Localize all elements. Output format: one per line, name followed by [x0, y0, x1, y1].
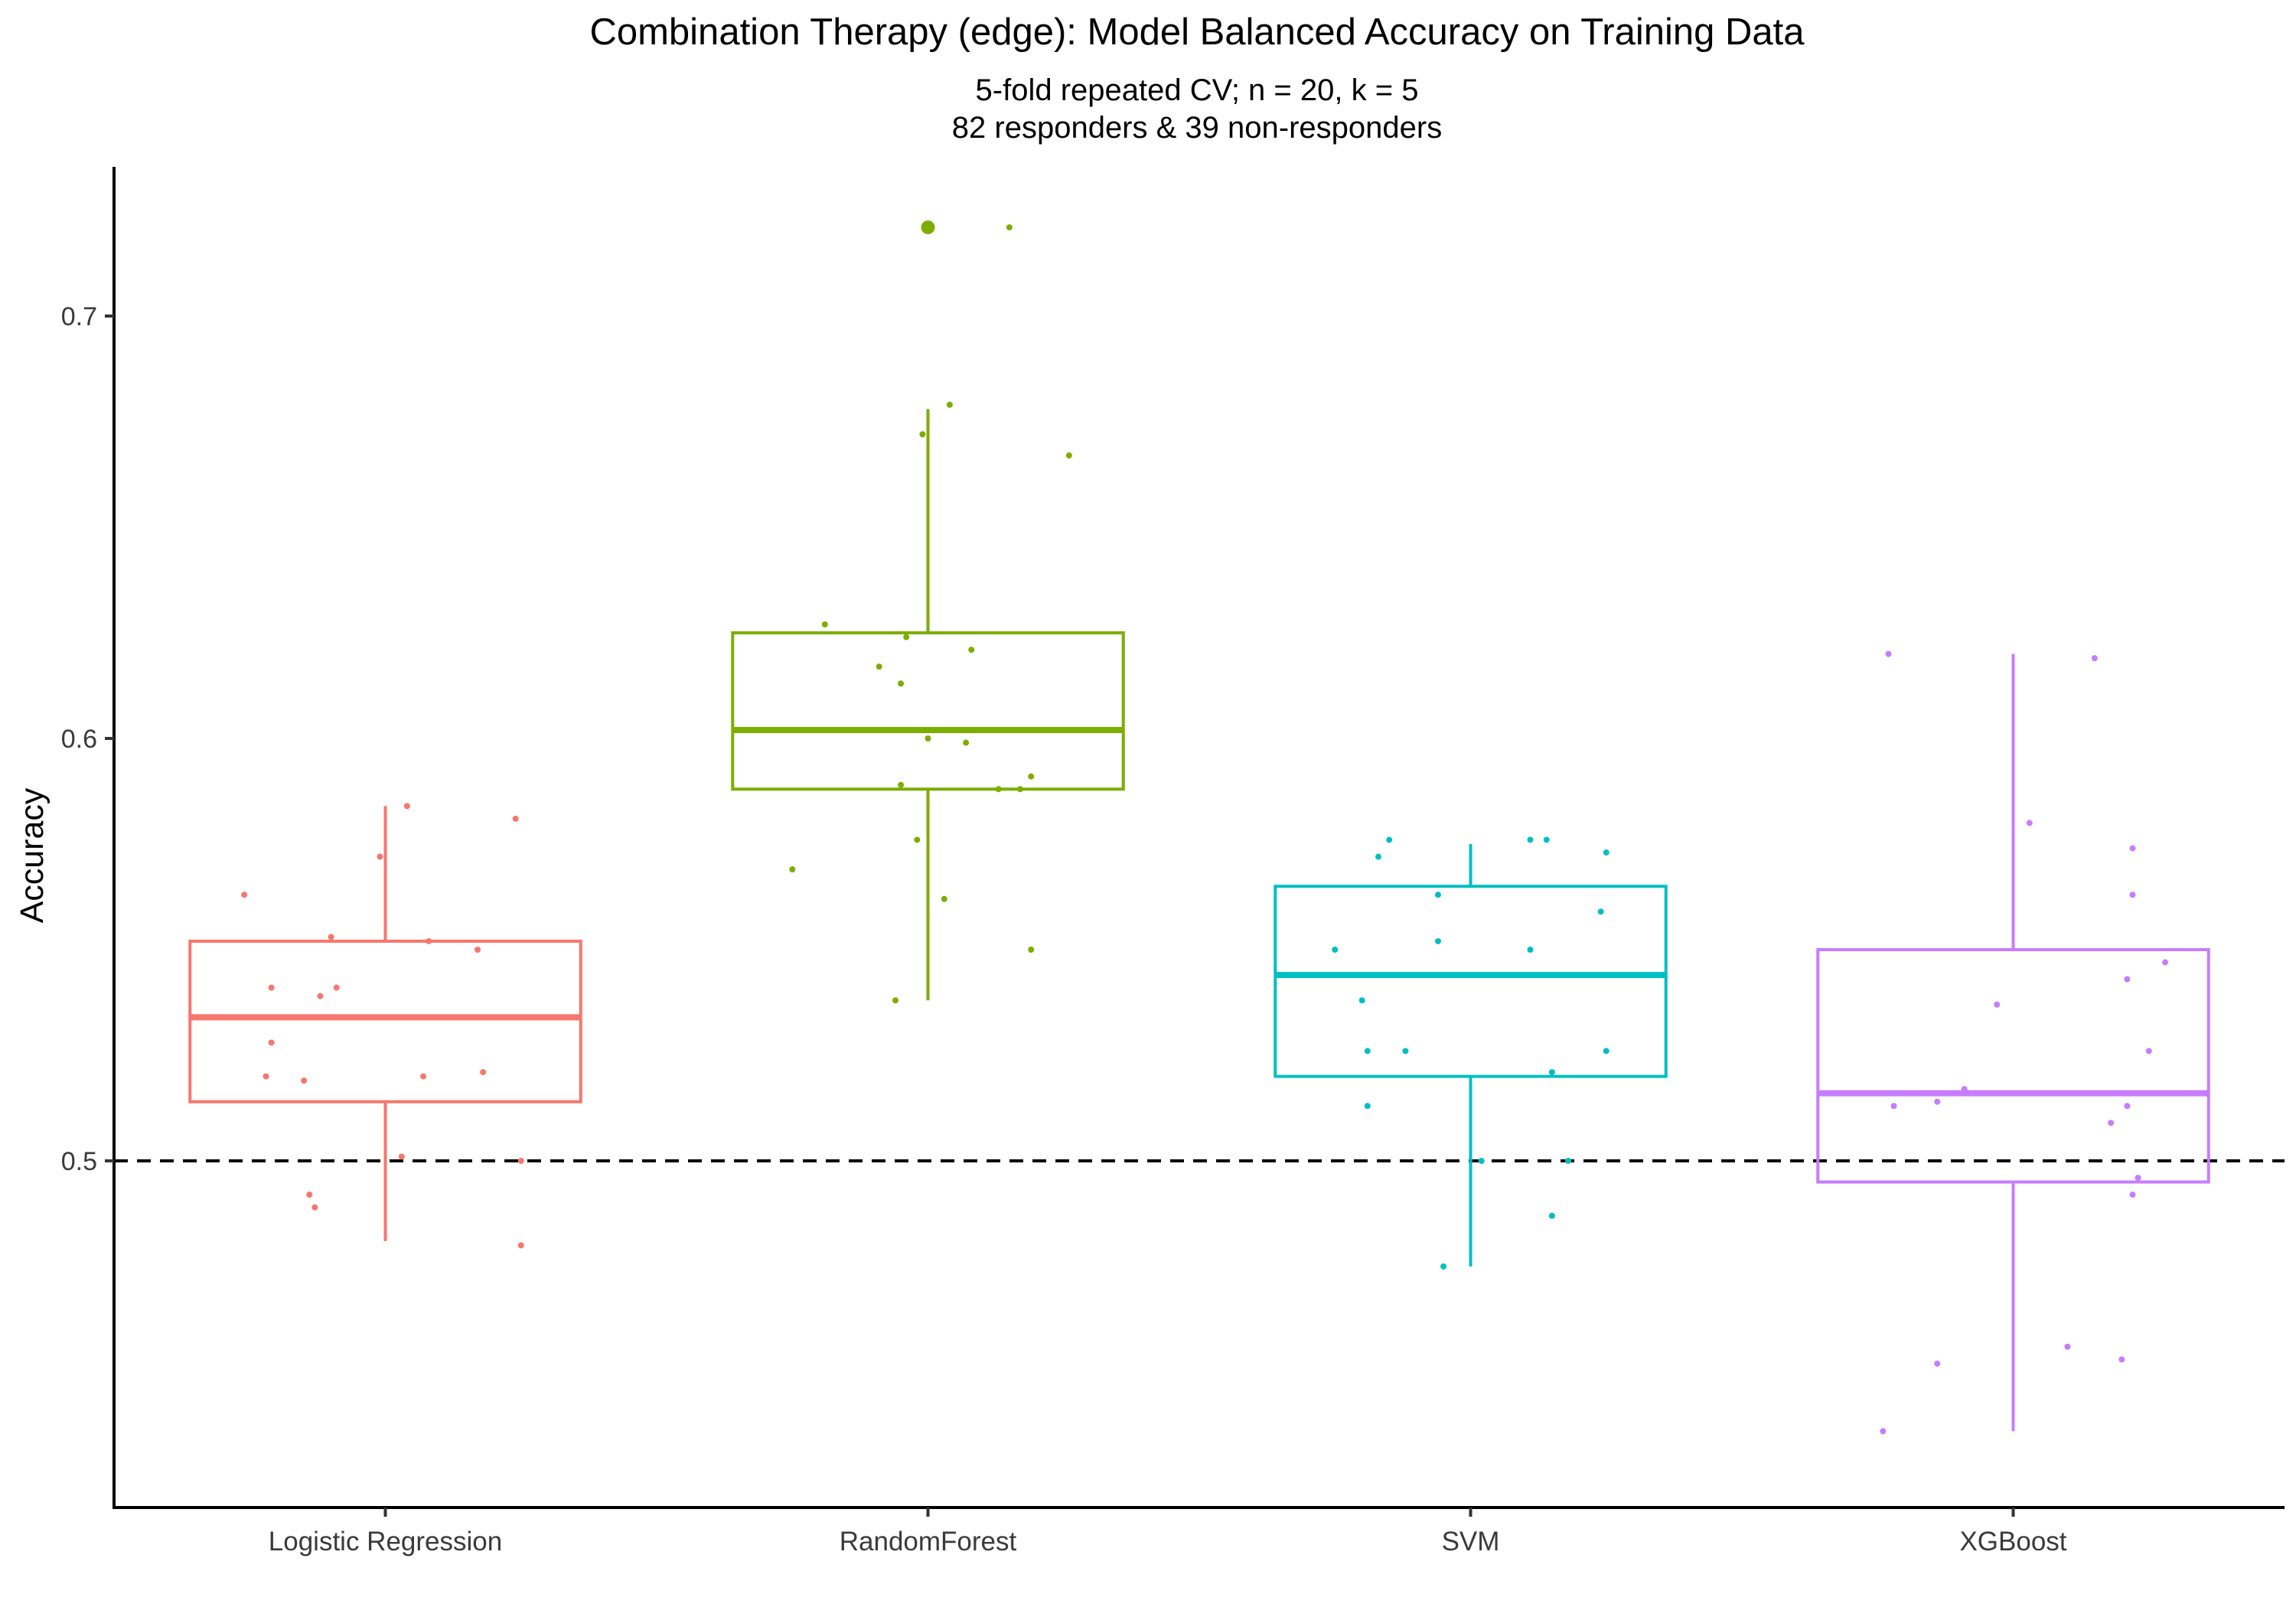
x-tick-label-randomforest: RandomForest	[840, 1527, 1017, 1556]
jitter-point-xgboost-3	[2026, 820, 2033, 826]
jitter-point-xgboost-15	[2135, 1175, 2141, 1182]
jitter-point-svm-13	[1402, 1048, 1409, 1054]
jitter-point-svm-11	[1358, 997, 1365, 1004]
jitter-point-logistic-regression-18	[306, 1191, 313, 1198]
jitter-point-randomforest-13	[995, 786, 1002, 793]
jitter-point-logistic-regression-5	[328, 934, 334, 940]
jitter-point-randomforest-20	[914, 836, 921, 843]
jitter-point-randomforest-12	[898, 781, 905, 788]
box-svm	[1274, 885, 1668, 1078]
x-tick-label-logistic-regression: Logistic Regression	[269, 1527, 502, 1556]
chart-subtitle-line-1: 5-fold repeated CV; n = 20, k = 5	[976, 73, 1419, 107]
jitter-point-svm-17	[1478, 1158, 1485, 1164]
jitter-point-svm-19	[1548, 1212, 1555, 1219]
jitter-point-svm-6	[1434, 892, 1441, 898]
jitter-point-logistic-regression-19	[311, 1204, 318, 1211]
jitter-point-svm-3	[1527, 836, 1534, 843]
jitter-point-logistic-regression-15	[480, 1069, 487, 1076]
jitter-point-svm-10	[1527, 947, 1534, 953]
jitter-point-randomforest-6	[903, 634, 910, 641]
y-tick-label-0.5: 0.5	[61, 1147, 97, 1176]
jitter-point-xgboost-5	[2129, 892, 2136, 898]
box-xgboost	[1816, 948, 2210, 1184]
x-tick-label-svm: SVM	[1442, 1527, 1500, 1556]
jitter-point-xgboost-14	[2108, 1120, 2115, 1126]
jitter-point-logistic-regression-8	[268, 984, 275, 991]
jitter-point-xgboost-11	[1934, 1098, 1941, 1105]
jitter-point-randomforest-17	[1028, 947, 1035, 953]
jitter-point-svm-8	[1332, 947, 1339, 953]
jitter-point-svm-16	[1364, 1103, 1371, 1110]
jitter-point-randomforest-2	[946, 401, 953, 408]
outlier-randomforest-1	[921, 220, 935, 235]
box-logistic-regression	[188, 939, 582, 1103]
jitter-point-xgboost-17	[2064, 1343, 2071, 1350]
jitter-point-svm-2	[1375, 853, 1381, 860]
jitter-point-xgboost-2	[2091, 655, 2098, 662]
jitter-point-logistic-regression-7	[475, 947, 481, 953]
jitter-point-randomforest-9	[898, 680, 905, 687]
jitter-point-logistic-regression-1	[241, 892, 248, 898]
jitter-point-xgboost-6	[2162, 959, 2169, 966]
plot-area: 0.5 0.6 0.7 Logistic Regression RandomForest…	[61, 167, 2285, 1556]
jitter-point-svm-15	[1548, 1069, 1555, 1076]
jitter-point-randomforest-5	[821, 621, 828, 627]
jitter-point-xgboost-9	[2145, 1048, 2152, 1054]
jitter-point-svm-12	[1364, 1048, 1371, 1054]
jitter-point-xgboost-13	[2124, 1103, 2131, 1110]
jitter-point-xgboost-10	[1961, 1086, 1968, 1093]
jitter-point-randomforest-3	[919, 431, 926, 438]
jitter-point-randomforest-19	[925, 735, 931, 742]
y-axis-label: Accuracy	[14, 787, 51, 923]
jitter-point-xgboost-7	[2124, 976, 2131, 983]
x-tick-label-xgboost: XGBoost	[1959, 1527, 2066, 1556]
jitter-point-randomforest-15	[789, 866, 796, 873]
jitter-point-svm-4	[1543, 836, 1550, 843]
jitter-point-randomforest-1	[1006, 224, 1013, 231]
jitter-point-logistic-regression-6	[426, 937, 432, 944]
jitter-point-logistic-regression-11	[268, 1039, 275, 1046]
jitter-point-xgboost-18	[2118, 1356, 2125, 1363]
jitter-point-randomforest-4	[1065, 452, 1072, 459]
jitter-point-svm-14	[1603, 1048, 1609, 1054]
jitter-point-svm-5	[1603, 849, 1609, 856]
box-randomforest	[731, 631, 1125, 791]
jitter-point-xgboost-12	[1890, 1103, 1897, 1110]
jitter-point-logistic-regression-14	[420, 1073, 427, 1080]
jitter-point-xgboost-16	[2129, 1191, 2136, 1198]
jitter-point-logistic-regression-17	[517, 1158, 524, 1164]
jitter-point-randomforest-8	[876, 663, 882, 670]
jitter-point-logistic-regression-20	[517, 1242, 524, 1249]
jitter-point-xgboost-8	[1994, 1001, 2001, 1008]
jitter-point-logistic-regression-13	[301, 1077, 308, 1084]
jitter-point-xgboost-19	[1934, 1360, 1941, 1367]
jitter-point-svm-18	[1565, 1158, 1572, 1164]
jitter-point-randomforest-10	[963, 739, 970, 746]
jitter-point-randomforest-11	[1028, 773, 1035, 780]
y-tick-label-0.7: 0.7	[61, 302, 97, 331]
jitter-point-randomforest-7	[968, 647, 975, 654]
jitter-point-logistic-regression-2	[377, 853, 383, 860]
jitter-point-randomforest-16	[941, 895, 947, 902]
jitter-point-svm-9	[1434, 937, 1441, 944]
jitter-point-logistic-regression-10	[317, 993, 324, 999]
jitter-point-logistic-regression-16	[398, 1153, 405, 1160]
jitter-point-randomforest-18	[892, 997, 899, 1004]
jitter-point-xgboost-1	[1885, 650, 1892, 657]
jitter-point-logistic-regression-9	[333, 984, 340, 991]
jitter-point-logistic-regression-3	[403, 803, 410, 810]
chart-subtitle-line-2: 82 responders & 39 non-responders	[952, 111, 1442, 145]
jitter-point-xgboost-20	[1880, 1428, 1887, 1435]
jitter-point-svm-1	[1386, 836, 1393, 843]
jitter-point-xgboost-4	[2129, 845, 2136, 852]
jitter-point-logistic-regression-4	[512, 815, 519, 822]
jitter-point-logistic-regression-12	[263, 1073, 269, 1080]
chart-title: Combination Therapy (edge): Model Balanc…	[589, 11, 1805, 53]
jitter-point-svm-7	[1597, 908, 1604, 915]
jitter-point-randomforest-14	[1017, 786, 1024, 793]
jitter-point-svm-20	[1440, 1263, 1447, 1270]
y-tick-label-0.6: 0.6	[61, 725, 97, 754]
